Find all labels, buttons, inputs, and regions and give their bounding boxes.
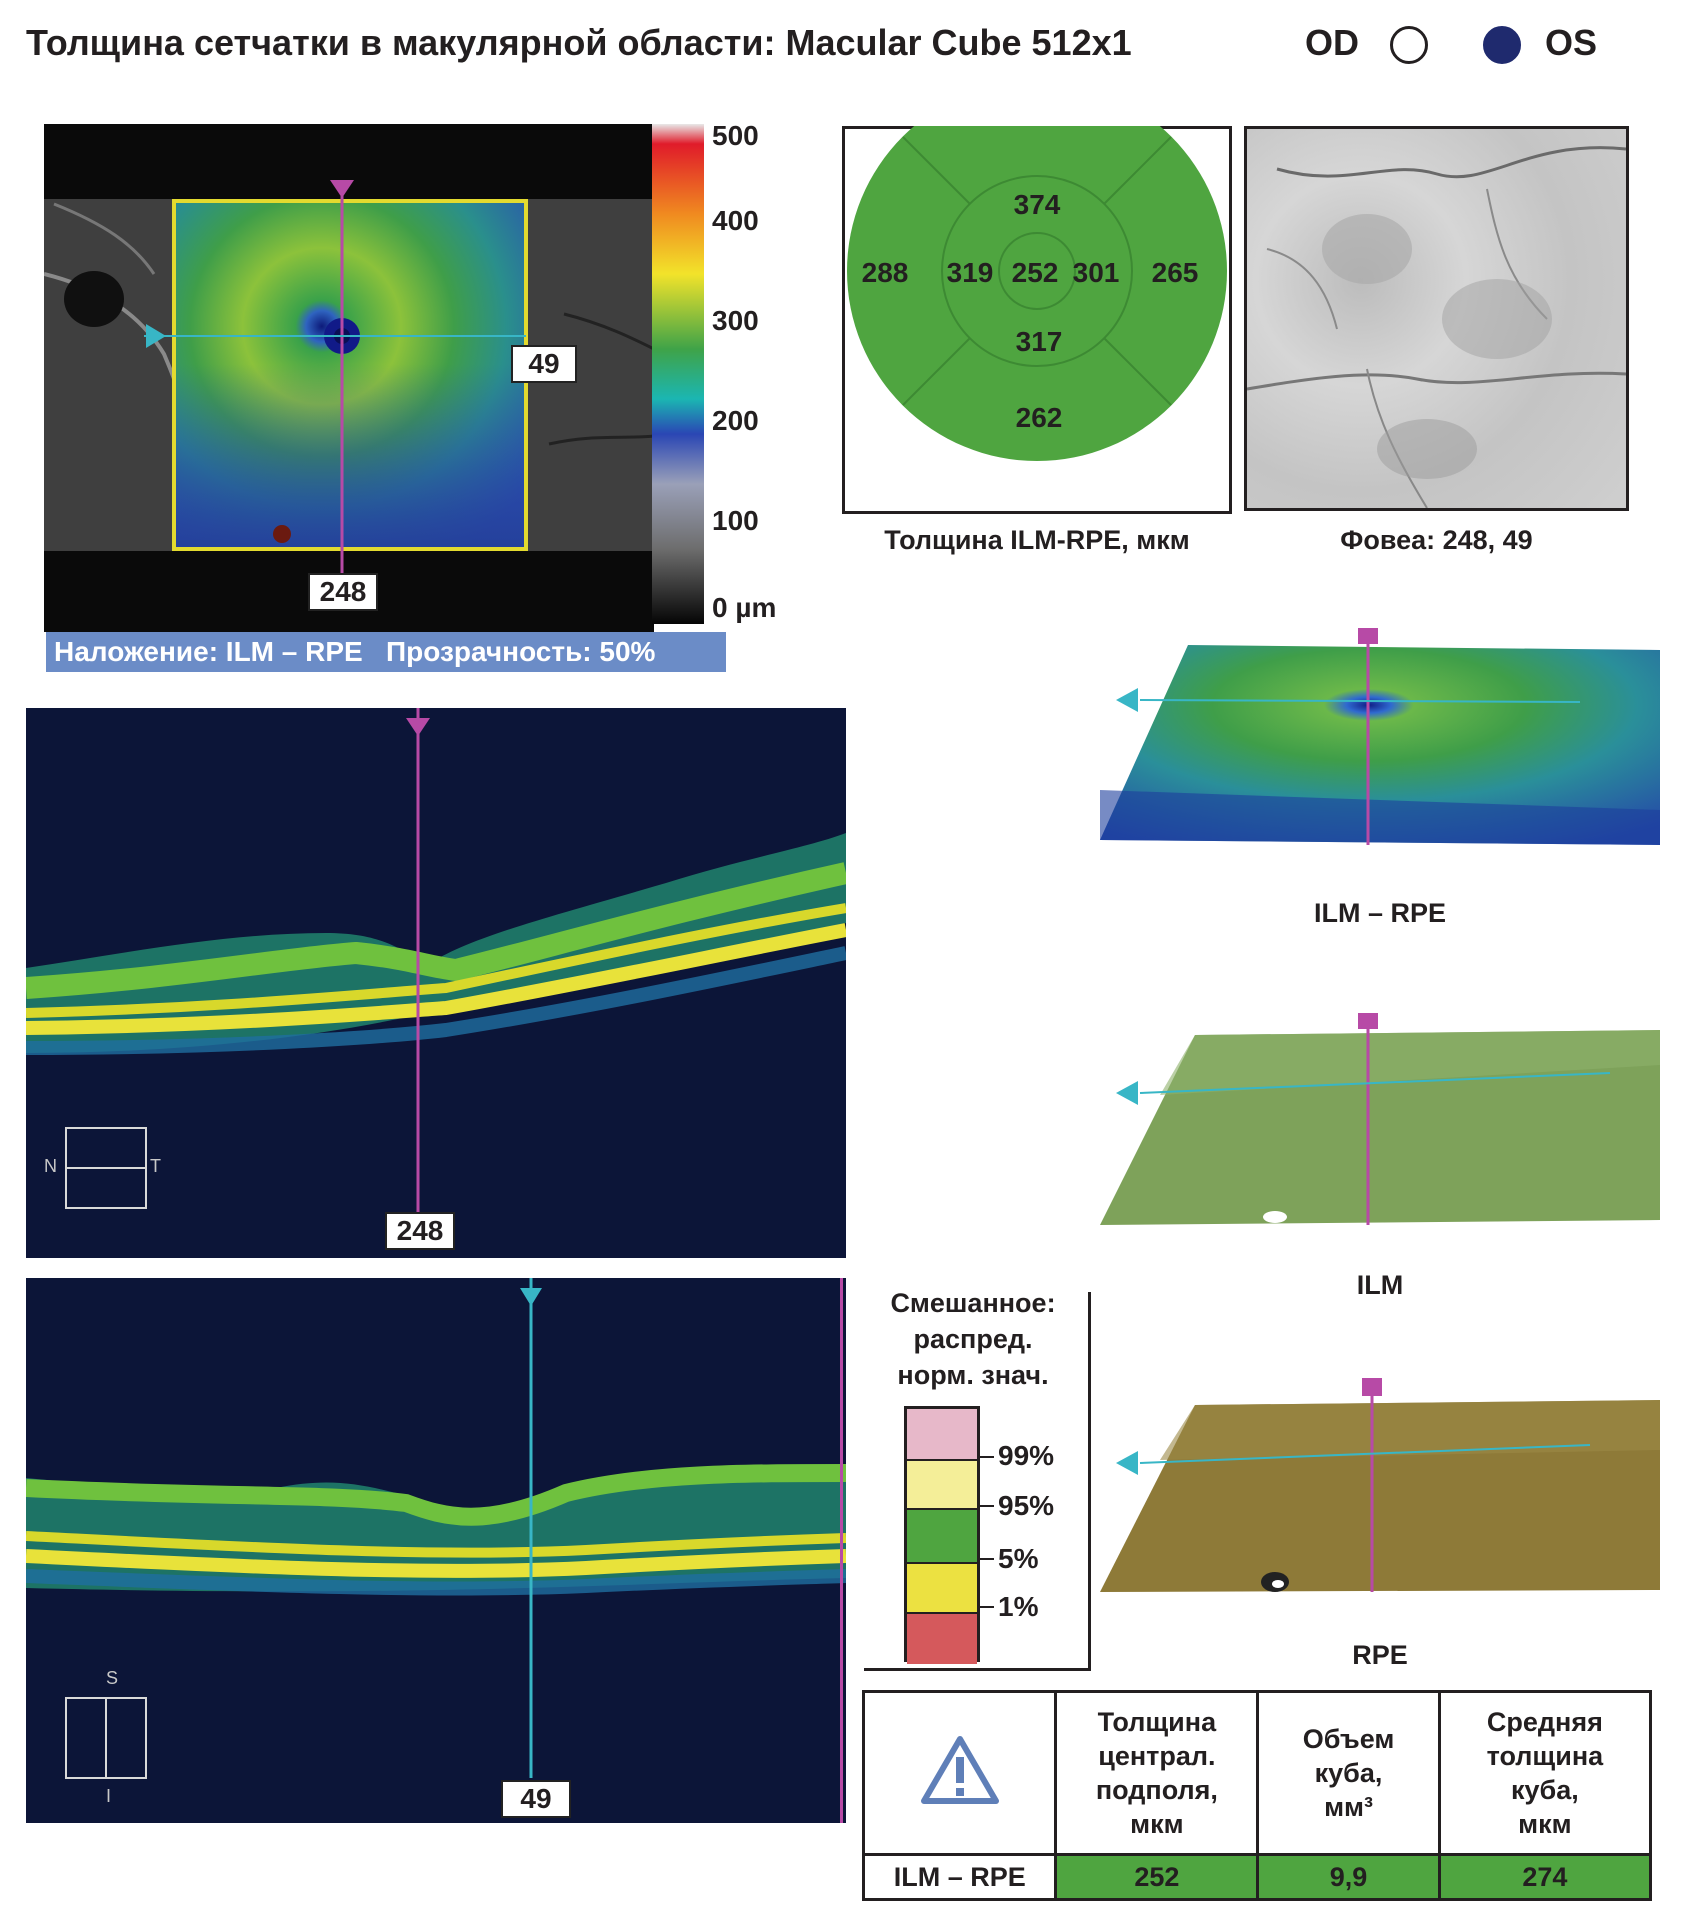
results-header-row: Толщина централ. подполя, мкм Объем куба… (861, 1690, 1653, 1856)
ilm-rpe-surface (1100, 628, 1660, 845)
legend-title: Смешанное: распред. норм. знач. (858, 1285, 1088, 1393)
orient-n: N (44, 1156, 57, 1176)
fundus-caption: Фовеа: 248, 49 (1340, 525, 1533, 555)
scale-tick: 0 µm (712, 592, 777, 623)
scale-tick: 300 (712, 305, 759, 336)
legend-title-line: распред. (913, 1324, 1033, 1354)
legend-frame (1088, 1292, 1091, 1670)
warning-triangle-icon (920, 1736, 999, 1804)
os-radio-icon (1483, 26, 1521, 64)
col-volume-header: Объем куба, мм³ (1256, 1690, 1441, 1856)
etdrs-nasal-inner: 319 (947, 257, 994, 288)
legend-swatch-99-100 (907, 1409, 977, 1461)
rpe-surface (1100, 1378, 1660, 1592)
header-line: куба, (1314, 1758, 1383, 1788)
surface-ilm-rpe-caption: ILM – RPE (1313, 898, 1447, 928)
col-avg-header: Средняя толщина куба, мкм (1437, 1690, 1653, 1856)
legend-level: 1% (998, 1591, 1039, 1622)
os-label: OS (1545, 22, 1598, 63)
legend-level: 95% (998, 1490, 1055, 1521)
volume-value: 9,9 (1256, 1853, 1441, 1901)
legend-level: 99% (998, 1440, 1055, 1471)
legend-tick (980, 1558, 994, 1560)
header-line: мм³ (1324, 1792, 1373, 1822)
etdrs-superior-inner: 374 (1014, 189, 1061, 220)
ilm-surface (1100, 1013, 1660, 1225)
orient-s: S (106, 1668, 119, 1688)
report-title: Толщина сетчатки в макулярной области: M… (26, 22, 1132, 63)
orient-i: I (106, 1786, 112, 1806)
fundus-image (1244, 126, 1629, 511)
legend-title-line: норм. знач. (897, 1360, 1049, 1390)
etdrs-nasal-outer: 288 (862, 257, 909, 288)
avg-thickness-value: 274 (1437, 1853, 1653, 1901)
surface-ilm-caption: ILM (1356, 1270, 1404, 1300)
color-scale-bar (652, 124, 704, 624)
legend-tick (980, 1505, 994, 1507)
etdrs-temporal-outer: 265 (1152, 257, 1199, 288)
results-data-row: ILM – RPE 252 9,9 274 (861, 1853, 1653, 1901)
etdrs-inferior-outer: 262 (1016, 402, 1063, 433)
col-csft-header: Толщина централ. подполя, мкм (1054, 1690, 1260, 1856)
header-line: Средняя (1486, 1707, 1603, 1737)
warning-cell (861, 1690, 1058, 1856)
legend-swatch-1-5 (907, 1564, 977, 1614)
surface-rpe-caption: RPE (1352, 1640, 1408, 1670)
row-label: ILM – RPE (861, 1853, 1058, 1901)
header-line: Объем (1302, 1724, 1395, 1754)
header-line: Толщина (1097, 1707, 1217, 1737)
etdrs-temporal-inner: 301 (1073, 257, 1120, 288)
legend-tick (980, 1606, 994, 1608)
csft-value: 252 (1054, 1853, 1260, 1901)
fovea-y-label: 49 (511, 345, 577, 383)
legend-swatch-95-99 (907, 1461, 977, 1510)
etdrs-frame-bottom (842, 470, 1232, 514)
legend-tick (980, 1456, 994, 1458)
header-line: подполя, (1095, 1775, 1218, 1805)
header-line: мкм (1130, 1809, 1184, 1839)
header-line: куба, (1511, 1775, 1579, 1805)
legend-level: 5% (998, 1543, 1039, 1574)
etdrs-center: 252 (1012, 257, 1059, 288)
vertical-bscan: S I (26, 1278, 846, 1823)
legend-title-line: Смешанное: (890, 1288, 1056, 1318)
horizontal-bscan: N T (26, 708, 846, 1258)
header-line: толщина (1486, 1741, 1604, 1771)
header-line: мкм (1518, 1809, 1572, 1839)
scale-tick: 200 (712, 405, 759, 436)
scale-tick: 100 (712, 505, 759, 536)
legend-swatch-5-95 (907, 1510, 977, 1564)
legend-swatch-0-1 (907, 1614, 977, 1664)
results-table: Толщина централ. подполя, мкм Объем куба… (861, 1690, 1653, 1901)
etdrs-grid: 374 288 319 252 301 265 317 262 (842, 126, 1227, 511)
panel-edge (840, 1278, 843, 1823)
etdrs-caption: Толщина ILM-RPE, мкм (884, 525, 1190, 555)
header-line: централ. (1098, 1741, 1216, 1771)
od-label: OD (1305, 22, 1359, 63)
overlay-caption: Наложение: ILM – RPE Прозрачность: 50% (46, 632, 726, 672)
scale-tick: 500 (712, 120, 759, 151)
bscan-y-label: 49 (501, 1780, 571, 1818)
bscan-x-label: 248 (385, 1212, 455, 1250)
scale-tick: 400 (712, 205, 759, 236)
legend-scale (904, 1406, 980, 1664)
od-radio-icon (1390, 26, 1428, 64)
etdrs-inferior-inner: 317 (1016, 326, 1063, 357)
legend-frame-bottom (864, 1668, 1091, 1671)
orient-t: T (150, 1156, 161, 1176)
fovea-x-label: 248 (308, 573, 378, 611)
